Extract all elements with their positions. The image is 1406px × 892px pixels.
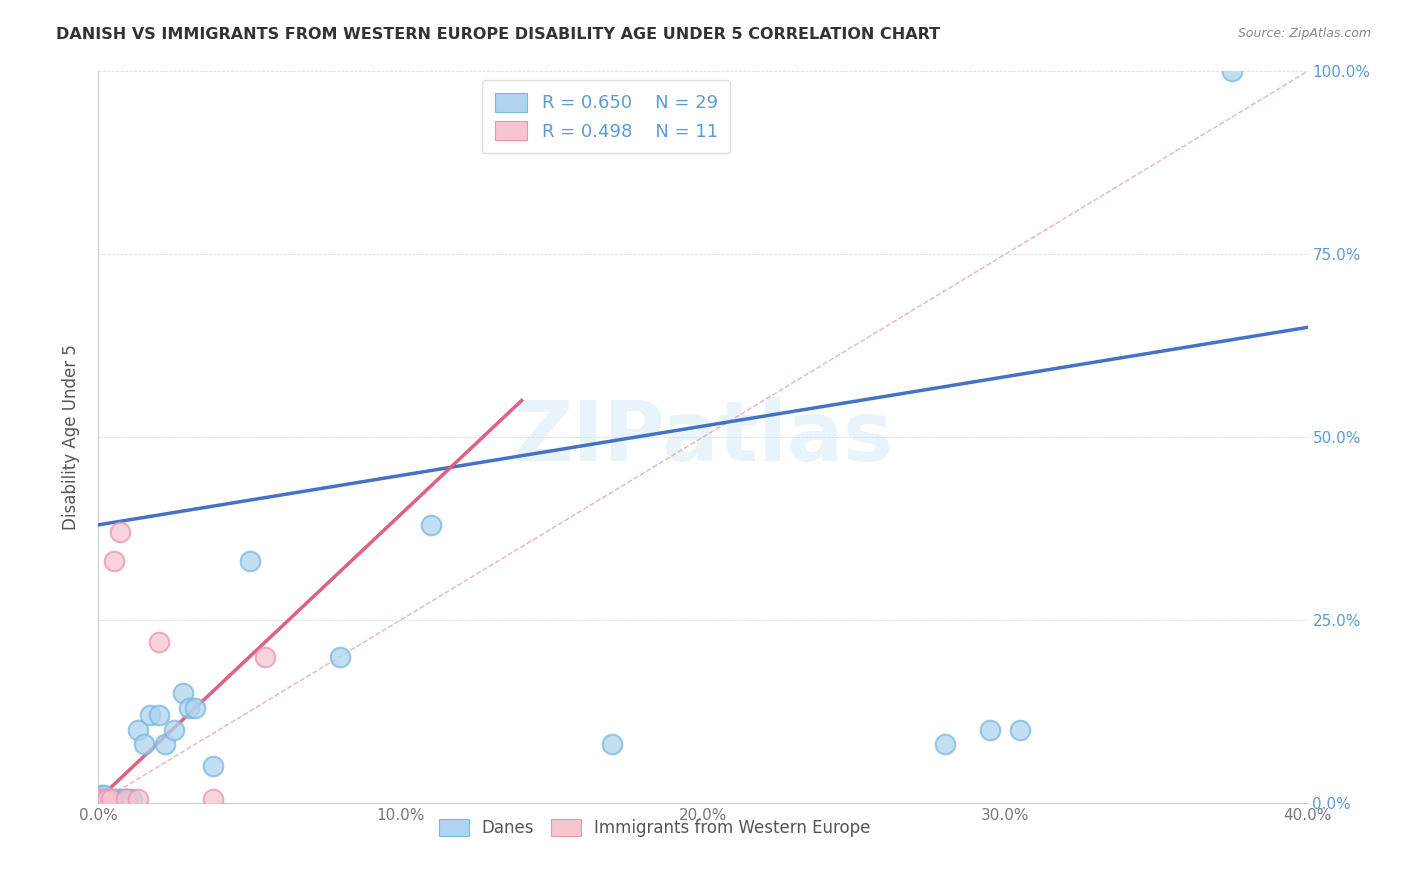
Point	[93, 789, 115, 803]
Point	[96, 792, 118, 806]
Point	[108, 792, 131, 806]
Point	[118, 792, 141, 806]
Point	[934, 737, 956, 751]
Point	[163, 723, 186, 737]
Point	[202, 759, 225, 773]
Point	[121, 792, 143, 806]
Point	[184, 700, 207, 714]
Point	[202, 792, 225, 806]
Point	[1010, 723, 1032, 737]
Point	[93, 792, 115, 806]
Point	[329, 649, 352, 664]
Point	[602, 737, 624, 751]
Point	[153, 737, 176, 751]
Text: Source: ZipAtlas.com: Source: ZipAtlas.com	[1237, 27, 1371, 40]
Point	[239, 554, 262, 568]
Text: DANISH VS IMMIGRANTS FROM WESTERN EUROPE DISABILITY AGE UNDER 5 CORRELATION CHAR: DANISH VS IMMIGRANTS FROM WESTERN EUROPE…	[56, 27, 941, 42]
Text: ZIPatlas: ZIPatlas	[513, 397, 893, 477]
Point	[127, 792, 149, 806]
Point	[420, 517, 443, 532]
Point	[132, 737, 155, 751]
Point	[111, 792, 134, 806]
Y-axis label: Disability Age Under 5: Disability Age Under 5	[62, 344, 80, 530]
Point	[114, 792, 136, 806]
Point	[103, 554, 125, 568]
Point	[127, 723, 149, 737]
Point	[979, 723, 1001, 737]
Point	[148, 635, 170, 649]
Point	[179, 700, 201, 714]
Point	[96, 792, 118, 806]
Point	[139, 708, 162, 723]
Point	[90, 789, 112, 803]
Point	[105, 792, 128, 806]
Point	[108, 525, 131, 540]
Point	[253, 649, 276, 664]
Legend: Danes, Immigrants from Western Europe: Danes, Immigrants from Western Europe	[430, 811, 879, 846]
Point	[1220, 64, 1243, 78]
Point	[90, 792, 112, 806]
Point	[148, 708, 170, 723]
Point	[100, 792, 122, 806]
Point	[172, 686, 194, 700]
Point	[114, 792, 136, 806]
Point	[103, 792, 125, 806]
Point	[100, 792, 122, 806]
